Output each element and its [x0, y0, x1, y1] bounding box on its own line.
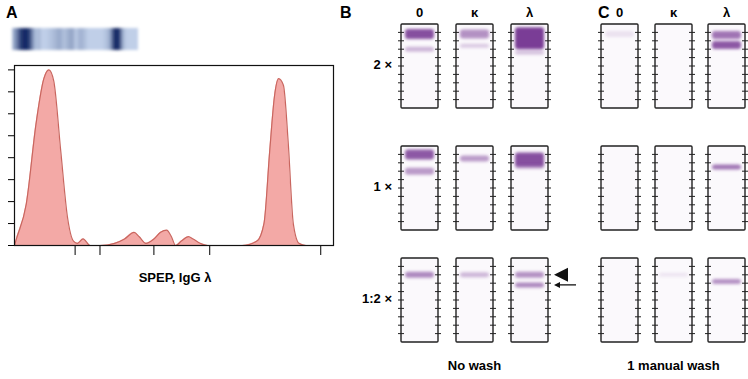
- svg-text:1 ×: 1 ×: [374, 179, 393, 194]
- svg-text:SPEP, IgG λ: SPEP, IgG λ: [139, 270, 213, 285]
- svg-text:C: C: [598, 4, 610, 21]
- svg-text:2 ×: 2 ×: [374, 57, 393, 72]
- svg-text:0: 0: [616, 5, 623, 20]
- svg-text:κ: κ: [670, 5, 678, 20]
- svg-text:No wash: No wash: [448, 358, 502, 373]
- svg-text:1 manual wash: 1 manual wash: [627, 358, 720, 373]
- svg-text:λ: λ: [526, 5, 534, 20]
- svg-text:λ: λ: [723, 5, 731, 20]
- svg-text:0: 0: [416, 5, 423, 20]
- svg-text:κ: κ: [471, 5, 479, 20]
- svg-text:B: B: [340, 4, 352, 21]
- svg-text:1:2 ×: 1:2 ×: [362, 291, 392, 306]
- svg-text:A: A: [6, 4, 18, 21]
